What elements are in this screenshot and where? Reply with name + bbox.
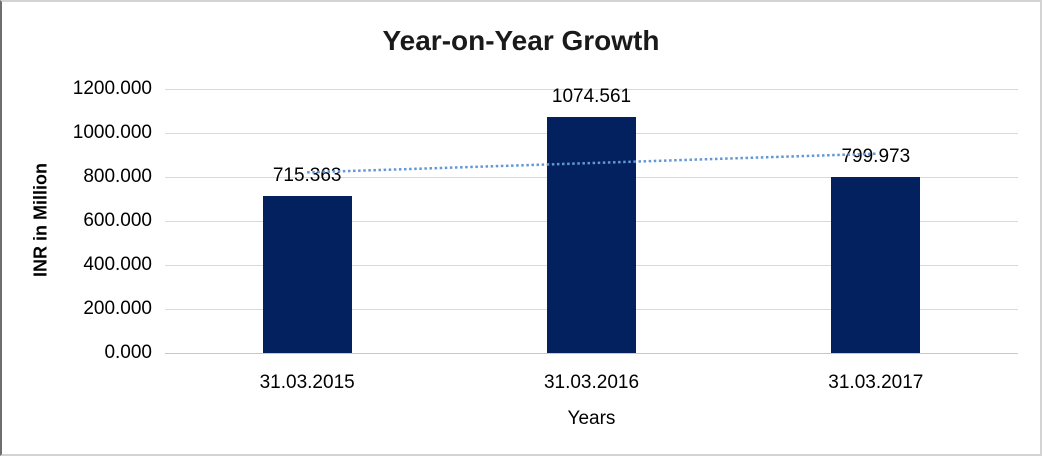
- bar-value-label: 1074.561: [551, 85, 632, 107]
- x-axis-line: [165, 352, 1018, 354]
- x-axis-title: Years: [567, 408, 616, 429]
- x-tick-label: 31.03.2016: [543, 372, 640, 393]
- chart-title: Year-on-Year Growth: [382, 25, 660, 56]
- gridline: [165, 88, 1018, 90]
- y-tick-label: 0.000: [104, 342, 152, 363]
- y-tick-label: 600.000: [83, 210, 152, 231]
- bar-value-label: 799.973: [841, 146, 911, 168]
- x-tick-label: 31.03.2017: [828, 372, 924, 393]
- y-tick-label: 800.000: [83, 166, 152, 187]
- bar: [831, 177, 921, 353]
- plot-area: 715.363 1074.561 799.973: [165, 85, 1018, 354]
- trendline-segment: [307, 152, 876, 174]
- bar-value-label: 715.363: [272, 164, 342, 186]
- x-tick-label: 31.03.2015: [259, 372, 355, 393]
- bar: [262, 195, 352, 353]
- bar: [547, 116, 636, 353]
- y-tick-label: 1000.000: [72, 122, 152, 143]
- y-tick-label: 200.000: [83, 298, 152, 319]
- y-tick-label: 400.000: [83, 254, 152, 275]
- y-tick-label: 1200.000: [72, 78, 152, 99]
- trendline: [307, 152, 876, 174]
